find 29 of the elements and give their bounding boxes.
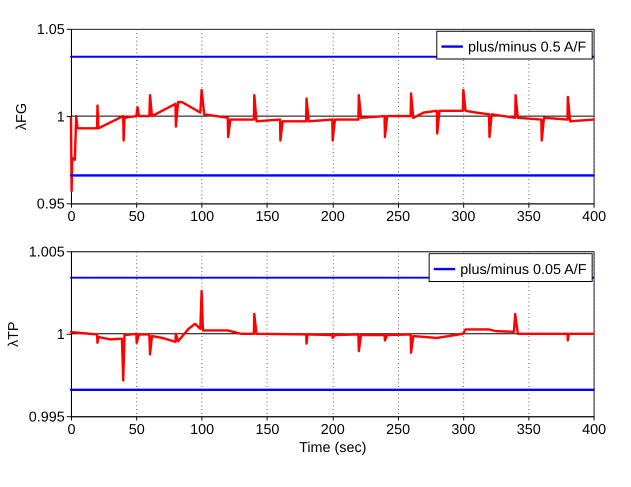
x-tick-label: 0	[67, 422, 76, 438]
x-tick-label: 50	[128, 422, 145, 438]
x-tick-label: 0	[67, 209, 76, 226]
x-tick-label: 50	[128, 209, 145, 226]
x-tick-label: 400	[582, 209, 606, 226]
y-axis-title: λTP	[6, 321, 22, 348]
legend-label: plus/minus 0.05 A/F	[460, 262, 587, 278]
x-tick-label: 100	[190, 209, 214, 226]
x-tick-label: 350	[516, 209, 541, 226]
x-tick-label: 250	[386, 422, 410, 438]
y-tick-label: 0.995	[28, 410, 65, 426]
y-tick-label: 1.005	[28, 244, 65, 261]
x-tick-label: 150	[255, 422, 280, 438]
y-tick-label: 0.95	[36, 196, 65, 213]
x-tick-label: 350	[516, 422, 541, 438]
x-tick-label: 100	[190, 422, 214, 438]
y-tick-label: 1	[56, 109, 65, 126]
y-axis-title: λFG	[14, 102, 30, 130]
x-tick-label: 400	[582, 422, 606, 438]
x-tick-label: 300	[451, 422, 476, 438]
x-tick-label: 200	[320, 209, 345, 226]
y-tick-label: 1	[56, 327, 65, 344]
legend-label: plus/minus 0.5 A/F	[468, 39, 586, 56]
x-tick-label: 300	[451, 209, 476, 226]
x-tick-label: 150	[255, 209, 280, 226]
x-axis-title: Time (sec)	[299, 440, 366, 456]
x-tick-label: 200	[320, 422, 345, 438]
x-tick-label: 250	[386, 209, 410, 226]
y-tick-label: 1.05	[36, 22, 65, 38]
